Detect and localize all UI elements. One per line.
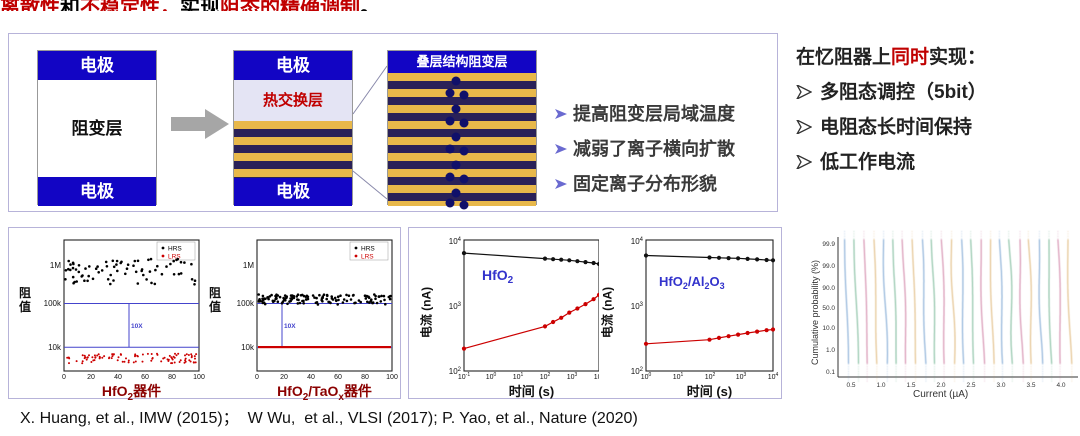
svg-text:104: 104: [449, 237, 462, 246]
svg-text:60: 60: [334, 374, 342, 381]
svg-text:100: 100: [641, 372, 652, 381]
svg-text:HRS: HRS: [361, 246, 375, 253]
svg-text:HRS: HRS: [168, 246, 182, 253]
svg-text:103: 103: [631, 302, 644, 311]
svg-text:20: 20: [280, 374, 288, 381]
svg-text:1.5: 1.5: [906, 382, 915, 389]
svg-text:LRS: LRS: [361, 254, 374, 261]
svg-text:80: 80: [168, 374, 176, 381]
svg-text:10X: 10X: [131, 323, 143, 330]
svg-text:100k: 100k: [44, 299, 62, 308]
svg-text:40: 40: [114, 374, 122, 381]
svg-text:10k: 10k: [241, 343, 255, 352]
svg-text:10X: 10X: [284, 323, 296, 330]
svg-text:103: 103: [449, 302, 462, 311]
svg-text:60: 60: [141, 374, 149, 381]
svg-text:0.5: 0.5: [846, 382, 855, 389]
svg-text:10k: 10k: [48, 343, 62, 352]
svg-text:40: 40: [307, 374, 315, 381]
svg-text:100k: 100k: [237, 299, 255, 308]
svg-text:0: 0: [62, 374, 66, 381]
svg-text:102: 102: [705, 372, 716, 381]
svg-text:HfO2/Al2O3: HfO2/Al2O3: [659, 274, 725, 291]
svg-text:100: 100: [486, 372, 497, 381]
svg-text:4.0: 4.0: [1056, 382, 1065, 389]
svg-text:1M: 1M: [50, 261, 61, 270]
svg-text:0: 0: [255, 374, 259, 381]
svg-text:10-1: 10-1: [458, 372, 470, 381]
svg-text:104: 104: [768, 372, 779, 381]
svg-text:103: 103: [567, 372, 578, 381]
svg-text:100: 100: [386, 374, 398, 381]
svg-text:103: 103: [736, 372, 747, 381]
svg-text:LRS: LRS: [168, 254, 181, 261]
svg-text:2.0: 2.0: [936, 382, 945, 389]
svg-text:102: 102: [540, 372, 551, 381]
svg-text:3.5: 3.5: [1026, 382, 1035, 389]
svg-text:101: 101: [673, 372, 684, 381]
svg-text:80: 80: [361, 374, 369, 381]
svg-text:2.5: 2.5: [966, 382, 975, 389]
svg-text:20: 20: [87, 374, 95, 381]
svg-text:101: 101: [513, 372, 524, 381]
svg-text:1.0: 1.0: [876, 382, 885, 389]
svg-text:3.0: 3.0: [996, 382, 1005, 389]
svg-text:104: 104: [631, 237, 644, 246]
svg-text:1M: 1M: [243, 261, 254, 270]
